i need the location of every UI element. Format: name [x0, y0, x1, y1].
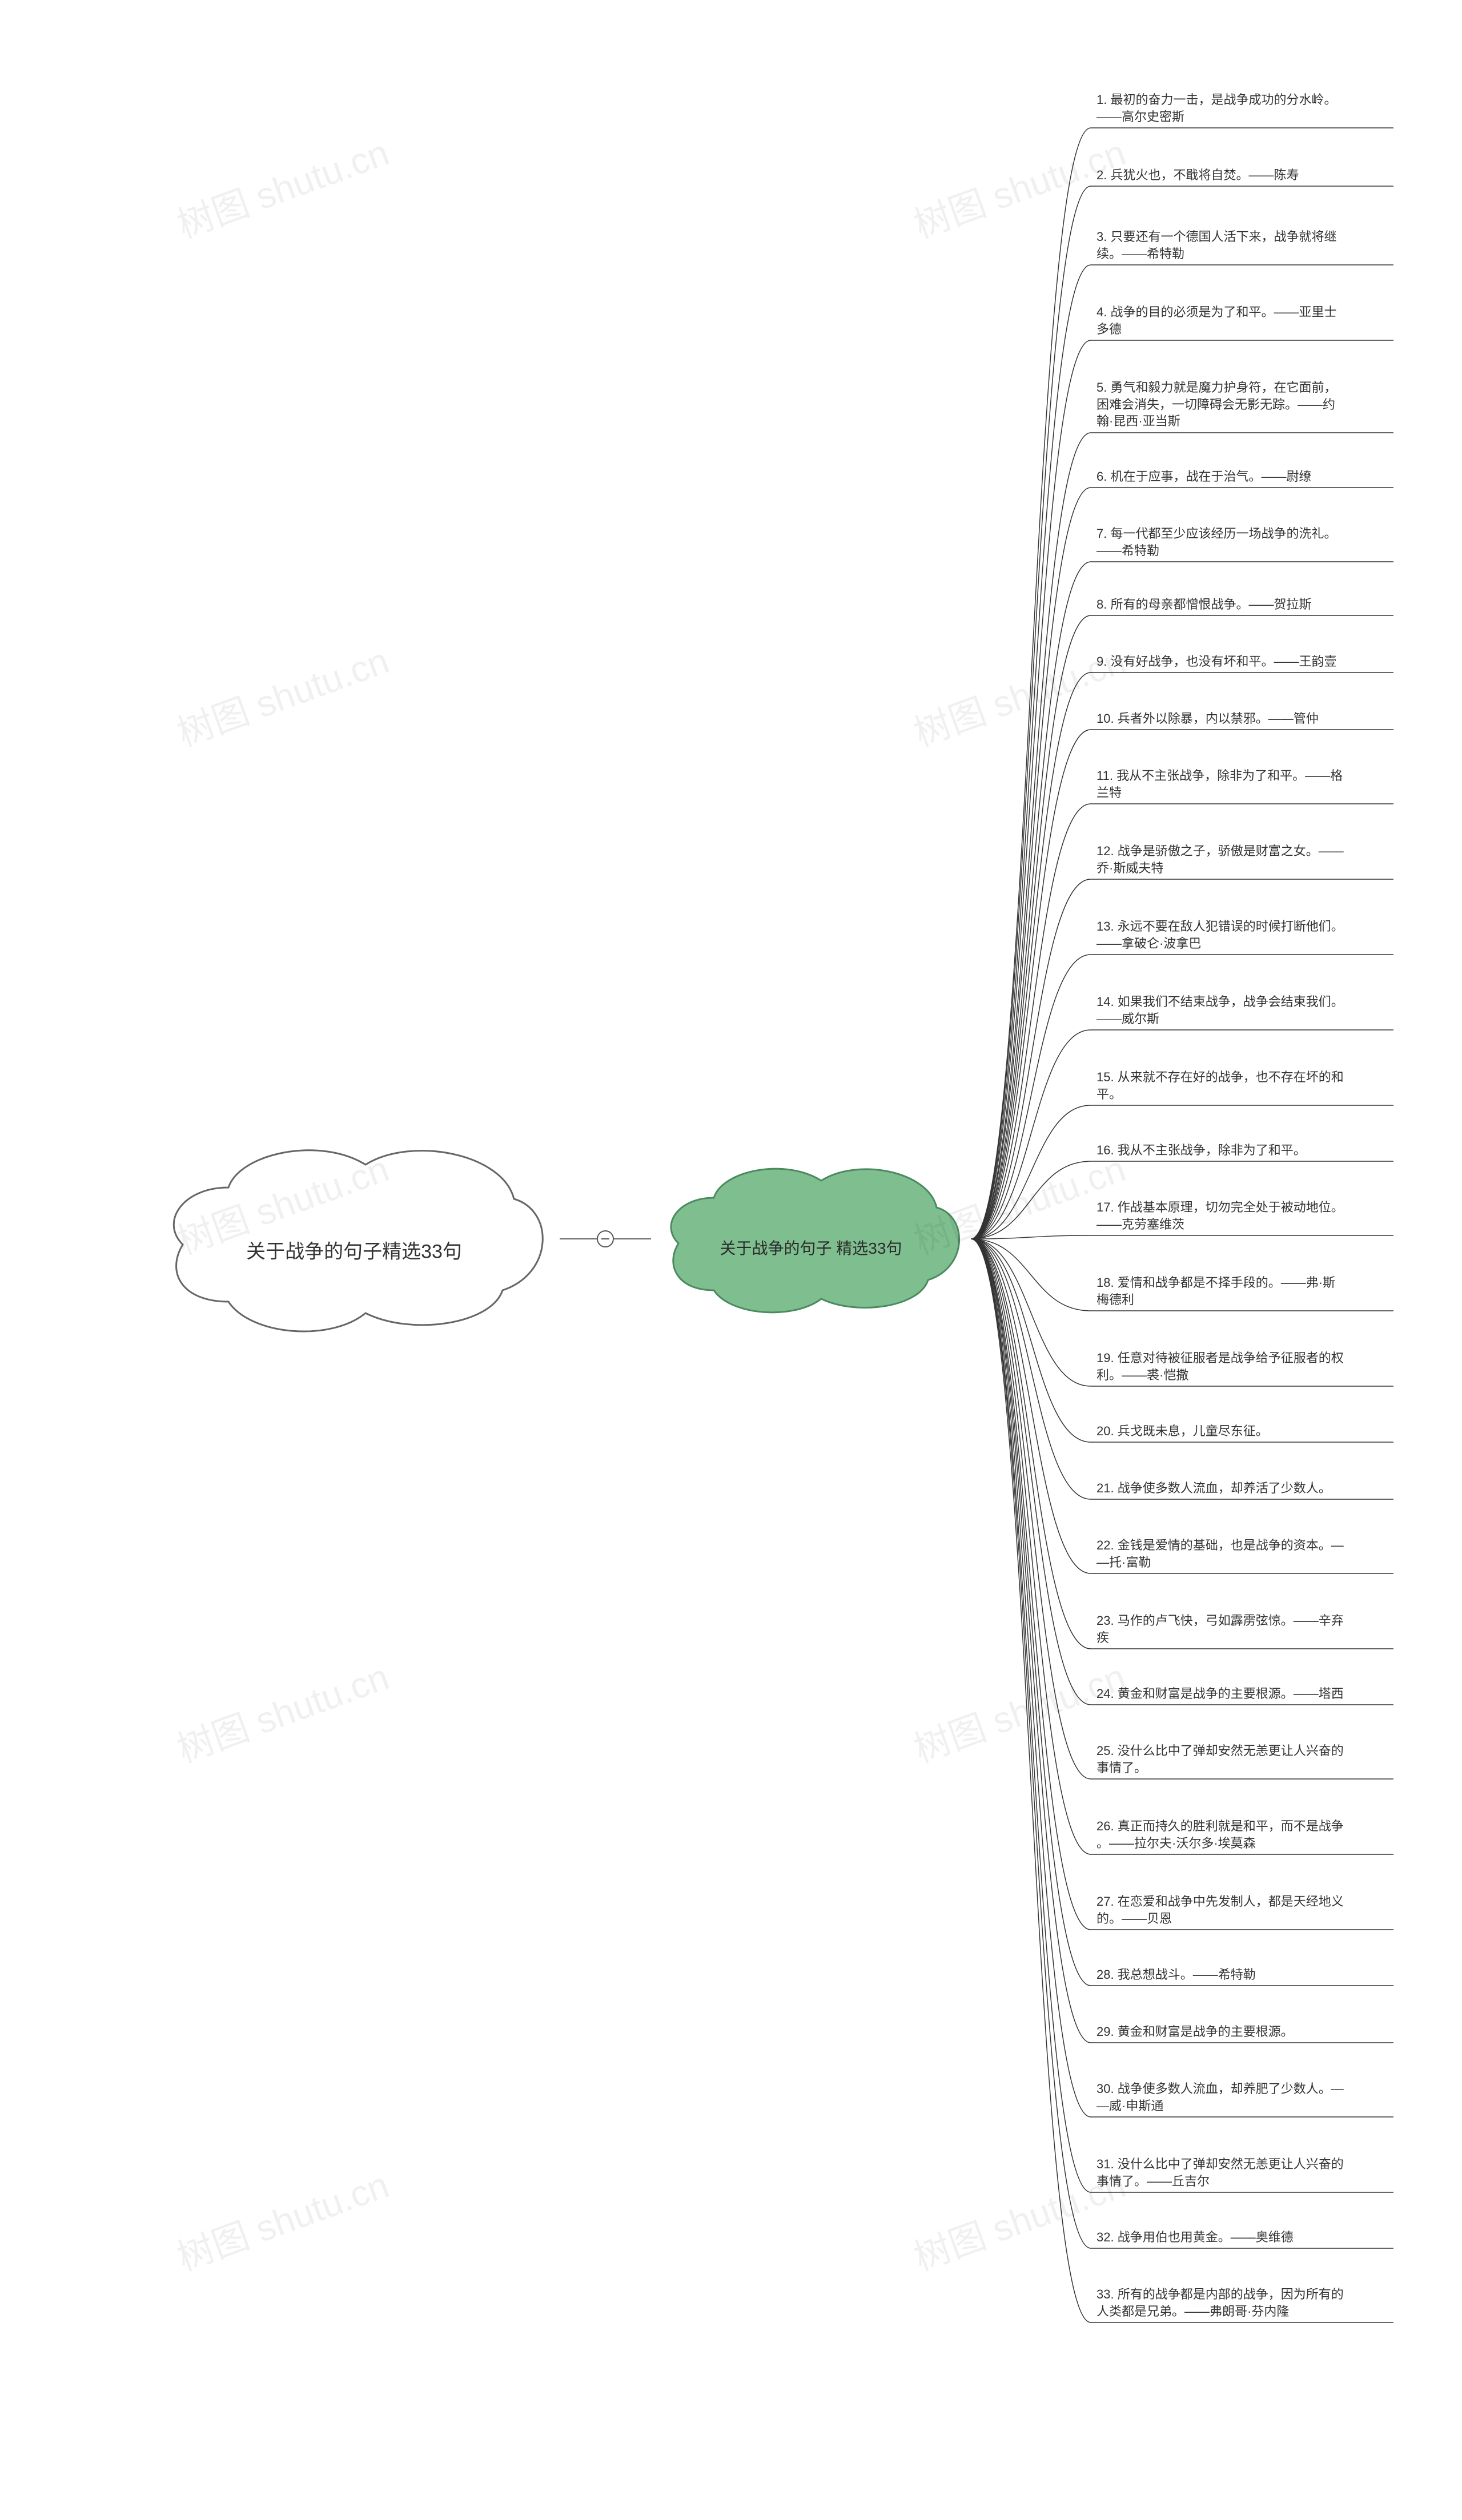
leaf-line: ——克劳塞维茨 [1096, 1216, 1344, 1233]
leaf-node[interactable]: 14. 如果我们不结束战争，战争会结束我们。——威尔斯 [1096, 993, 1344, 1027]
leaf-node[interactable]: 32. 战争用伯也用黄金。——奥维德 [1096, 2229, 1294, 2246]
leaf-node[interactable]: 19. 任意对待被征服者是战争给予征服者的权利。——裘·恺撒 [1096, 1350, 1344, 1383]
leaf-node[interactable]: 6. 机在于应事，战在于治气。——尉缭 [1096, 468, 1311, 485]
leaf-line: 13. 永远不要在敌人犯错误的时候打断他们。 [1096, 918, 1344, 935]
mindmap-canvas: 关于战争的句子精选33句 关于战争的句子 精选33句 1. 最初的奋力一击，是战… [0, 0, 1462, 2520]
watermark: 树图 shutu.cn [169, 123, 395, 248]
leaf-node[interactable]: 25. 没什么比中了弹却安然无恙更让人兴奋的事情了。 [1096, 1742, 1344, 1776]
leaf-line: 梅德利 [1096, 1291, 1335, 1309]
leaf-line: 多德 [1096, 321, 1336, 338]
leaf-line: 26. 真正而持久的胜利就是和平，而不是战争 [1096, 1818, 1344, 1835]
leaf-line: 27. 在恋爱和战争中先发制人，都是天经地义 [1096, 1893, 1344, 1910]
leaf-node[interactable]: 10. 兵者外以除暴，内以禁邪。——管仲 [1096, 710, 1319, 727]
leaf-node[interactable]: 2. 兵犹火也，不戢将自焚。——陈寿 [1096, 167, 1299, 184]
leaf-line: 29. 黄金和财富是战争的主要根源。 [1096, 2023, 1294, 2040]
leaf-line: 24. 黄金和财富是战争的主要根源。——塔西 [1096, 1685, 1344, 1702]
leaf-node[interactable]: 11. 我从不主张战争，除非为了和平。——格兰特 [1096, 767, 1343, 801]
leaf-node[interactable]: 28. 我总想战斗。——希特勒 [1096, 1966, 1256, 1983]
watermark: 树图 shutu.cn [169, 631, 395, 756]
leaf-node[interactable]: 30. 战争使多数人流血，却养肥了少数人。——威·申斯通 [1096, 2080, 1344, 2114]
leaf-line: 32. 战争用伯也用黄金。——奥维德 [1096, 2229, 1294, 2246]
leaf-line: 疾 [1096, 1629, 1344, 1647]
leaf-line: 31. 没什么比中了弹却安然无恙更让人兴奋的 [1096, 2156, 1344, 2173]
sub-label: 关于战争的句子 精选33句 [720, 1236, 902, 1259]
leaf-node[interactable]: 23. 马作的卢飞快，弓如霹雳弦惊。——辛弃疾 [1096, 1612, 1344, 1646]
leaf-node[interactable]: 20. 兵戈既未息，儿童尽东征。 [1096, 1423, 1268, 1440]
leaf-line: 2. 兵犹火也，不戢将自焚。——陈寿 [1096, 167, 1299, 184]
leaf-line: 事情了。 [1096, 1760, 1344, 1777]
leaf-line: 人类都是兄弟。——弗朗哥·芬内隆 [1096, 2303, 1344, 2320]
leaf-line: 21. 战争使多数人流血，却养活了少数人。 [1096, 1480, 1331, 1497]
leaf-node[interactable]: 33. 所有的战争都是内部的战争，因为所有的人类都是兄弟。——弗朗哥·芬内隆 [1096, 2286, 1344, 2320]
leaf-line: 事情了。——丘吉尔 [1096, 2173, 1344, 2190]
leaf-node[interactable]: 5. 勇气和毅力就是魔力护身符，在它面前，困难会消失，一切障碍会无影无踪。——约… [1096, 379, 1336, 430]
sub-node[interactable]: 关于战争的句子 精选33句 [651, 1153, 971, 1325]
leaf-line: 平。 [1096, 1086, 1344, 1103]
leaf-line: 18. 爱情和战争都是不择手段的。——弗·斯 [1096, 1274, 1335, 1291]
leaf-node[interactable]: 27. 在恋爱和战争中先发制人，都是天经地义的。——贝恩 [1096, 1893, 1344, 1927]
leaf-node[interactable]: 26. 真正而持久的胜利就是和平，而不是战争。——拉尔夫·沃尔多·埃莫森 [1096, 1818, 1344, 1851]
leaf-line: 19. 任意对待被征服者是战争给予征服者的权 [1096, 1350, 1344, 1367]
leaf-line: 11. 我从不主张战争，除非为了和平。——格 [1096, 767, 1343, 784]
watermark: 树图 shutu.cn [169, 1648, 395, 1773]
leaf-line: 9. 没有好战争，也没有坏和平。——王韵壹 [1096, 653, 1336, 670]
leaf-line: 20. 兵戈既未息，儿童尽东征。 [1096, 1423, 1268, 1440]
leaf-node[interactable]: 12. 战争是骄傲之子，骄傲是财富之女。——乔·斯威夫特 [1096, 843, 1344, 876]
leaf-line: ——拿破仑·波拿巴 [1096, 935, 1344, 952]
leaf-line: 1. 最初的奋力一击，是战争成功的分水岭。 [1096, 91, 1336, 108]
leaf-node[interactable]: 8. 所有的母亲都憎恨战争。——贺拉斯 [1096, 596, 1311, 613]
leaf-node[interactable]: 17. 作战基本原理，切勿完全处于被动地位。——克劳塞维茨 [1096, 1199, 1344, 1233]
leaf-node[interactable]: 24. 黄金和财富是战争的主要根源。——塔西 [1096, 1685, 1344, 1702]
leaf-node[interactable]: 4. 战争的目的必须是为了和平。——亚里士多德 [1096, 304, 1336, 337]
leaf-line: 33. 所有的战争都是内部的战争，因为所有的 [1096, 2286, 1344, 2303]
leaf-line: 17. 作战基本原理，切勿完全处于被动地位。 [1096, 1199, 1344, 1216]
leaf-node[interactable]: 3. 只要还有一个德国人活下来，战争就将继续。——希特勒 [1096, 228, 1336, 262]
leaf-node[interactable]: 21. 战争使多数人流血，却养活了少数人。 [1096, 1480, 1331, 1497]
leaf-line: —托·富勒 [1096, 1554, 1344, 1571]
leaf-line: 6. 机在于应事，战在于治气。——尉缭 [1096, 468, 1311, 485]
leaf-line: 5. 勇气和毅力就是魔力护身符，在它面前， [1096, 379, 1336, 396]
leaf-line: 兰特 [1096, 784, 1343, 802]
leaf-line: 16. 我从不主张战争，除非为了和平。 [1096, 1142, 1306, 1159]
leaf-line: 25. 没什么比中了弹却安然无恙更让人兴奋的 [1096, 1742, 1344, 1760]
leaf-line: 利。——裘·恺撒 [1096, 1367, 1344, 1384]
leaf-line: 30. 战争使多数人流血，却养肥了少数人。— [1096, 2080, 1344, 2098]
watermark: 树图 shutu.cn [169, 2156, 395, 2281]
leaf-node[interactable]: 9. 没有好战争，也没有坏和平。——王韵壹 [1096, 653, 1336, 670]
leaf-line: 10. 兵者外以除暴，内以禁邪。——管仲 [1096, 710, 1319, 727]
leaf-node[interactable]: 16. 我从不主张战争，除非为了和平。 [1096, 1142, 1306, 1159]
leaf-line: 4. 战争的目的必须是为了和平。——亚里士 [1096, 304, 1336, 321]
leaf-node[interactable]: 22. 金钱是爱情的基础，也是战争的资本。——托·富勒 [1096, 1537, 1344, 1571]
leaf-line: 翰·昆西·亚当斯 [1096, 413, 1336, 430]
leaf-line: 28. 我总想战斗。——希特勒 [1096, 1966, 1256, 1983]
leaf-node[interactable]: 18. 爱情和战争都是不择手段的。——弗·斯梅德利 [1096, 1274, 1335, 1308]
root-label: 关于战争的句子精选33句 [246, 1236, 462, 1264]
leaf-line: 乔·斯威夫特 [1096, 860, 1344, 877]
leaf-node[interactable]: 7. 每一代都至少应该经历一场战争的洗礼。——希特勒 [1096, 525, 1336, 559]
leaf-node[interactable]: 31. 没什么比中了弹却安然无恙更让人兴奋的事情了。——丘吉尔 [1096, 2156, 1344, 2189]
leaf-line: 7. 每一代都至少应该经历一场战争的洗礼。 [1096, 525, 1336, 542]
leaf-line: —威·申斯通 [1096, 2098, 1344, 2115]
watermark: 树图 shutu.cn [906, 631, 1132, 756]
leaf-line: 14. 如果我们不结束战争，战争会结束我们。 [1096, 993, 1344, 1011]
leaf-line: 3. 只要还有一个德国人活下来，战争就将继 [1096, 228, 1336, 245]
leaf-line: 12. 战争是骄傲之子，骄傲是财富之女。—— [1096, 843, 1344, 860]
leaf-line: 22. 金钱是爱情的基础，也是战争的资本。— [1096, 1537, 1344, 1554]
leaf-line: 的。——贝恩 [1096, 1910, 1344, 1927]
leaf-node[interactable]: 15. 从来就不存在好的战争，也不存在坏的和平。 [1096, 1069, 1344, 1102]
leaf-line: 困难会消失，一切障碍会无影无踪。——约 [1096, 396, 1336, 413]
leaf-line: 8. 所有的母亲都憎恨战争。——贺拉斯 [1096, 596, 1311, 613]
leaf-line: 23. 马作的卢飞快，弓如霹雳弦惊。——辛弃 [1096, 1612, 1344, 1629]
leaf-node[interactable]: 29. 黄金和财富是战争的主要根源。 [1096, 2023, 1294, 2040]
leaf-node[interactable]: 1. 最初的奋力一击，是战争成功的分水岭。——高尔史密斯 [1096, 91, 1336, 125]
leaf-line: 15. 从来就不存在好的战争，也不存在坏的和 [1096, 1069, 1344, 1086]
root-node[interactable]: 关于战争的句子精选33句 [148, 1130, 560, 1347]
leaf-line: ——希特勒 [1096, 542, 1336, 559]
leaf-line: ——威尔斯 [1096, 1011, 1344, 1028]
leaf-line: 续。——希特勒 [1096, 245, 1336, 263]
leaf-line: ——高尔史密斯 [1096, 108, 1336, 126]
leaf-node[interactable]: 13. 永远不要在敌人犯错误的时候打断他们。——拿破仑·波拿巴 [1096, 918, 1344, 952]
leaf-line: 。——拉尔夫·沃尔多·埃莫森 [1096, 1835, 1344, 1852]
